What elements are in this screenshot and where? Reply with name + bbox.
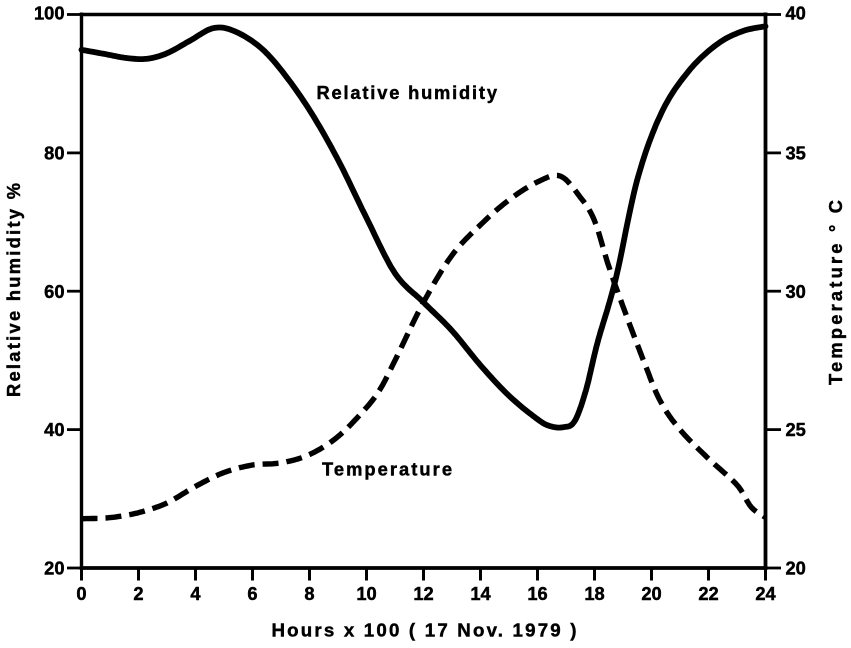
svg-text:Relative humidity: Relative humidity (317, 82, 498, 103)
svg-text:40: 40 (44, 419, 64, 440)
svg-text:10: 10 (356, 583, 376, 604)
svg-text:18: 18 (584, 583, 604, 604)
svg-text:30: 30 (786, 281, 806, 302)
svg-text:Hours x 100 ( 17 Nov. 1979 ): Hours x 100 ( 17 Nov. 1979 ) (272, 620, 577, 641)
svg-text:2: 2 (133, 583, 143, 604)
svg-text:6: 6 (247, 583, 257, 604)
svg-text:12: 12 (413, 583, 433, 604)
svg-text:0: 0 (76, 583, 86, 604)
svg-text:40: 40 (786, 3, 806, 24)
svg-text:25: 25 (786, 419, 806, 440)
svg-text:22: 22 (698, 583, 718, 604)
svg-text:Relative humidity %: Relative humidity % (3, 183, 24, 397)
svg-text:20: 20 (44, 558, 64, 579)
svg-text:80: 80 (44, 143, 64, 164)
svg-text:8: 8 (304, 583, 314, 604)
svg-text:14: 14 (470, 583, 491, 604)
svg-text:20: 20 (786, 558, 806, 579)
svg-text:4: 4 (190, 583, 201, 604)
svg-text:100: 100 (34, 3, 65, 24)
svg-text:20: 20 (641, 583, 661, 604)
svg-text:24: 24 (755, 583, 776, 604)
svg-text:Temperature: Temperature (322, 459, 452, 480)
svg-text:35: 35 (786, 143, 806, 164)
svg-text:16: 16 (527, 583, 547, 604)
svg-text:Temperature ° C: Temperature ° C (825, 200, 846, 385)
svg-text:60: 60 (44, 281, 64, 302)
